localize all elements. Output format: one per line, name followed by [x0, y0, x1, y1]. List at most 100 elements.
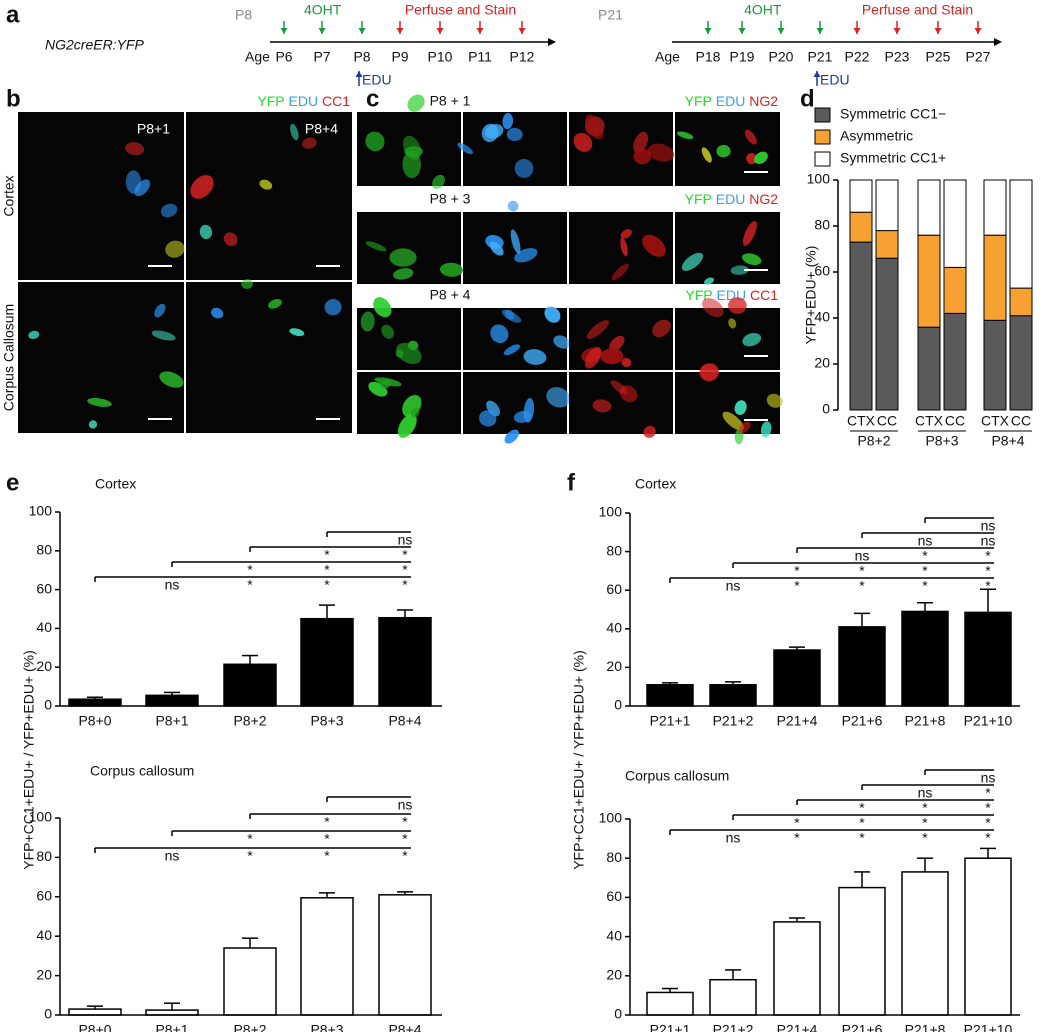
- cell: [365, 241, 387, 252]
- injection-arrow-head: [704, 28, 712, 34]
- cell: [479, 410, 497, 427]
- significance-label: ns: [981, 518, 996, 534]
- age-label: P21: [808, 49, 833, 65]
- cell: [701, 147, 712, 163]
- x-tick-label: P8+0: [78, 713, 111, 729]
- micrograph: [18, 112, 184, 280]
- x-tick-label: CTX: [915, 413, 944, 429]
- significance-label: *: [859, 800, 865, 816]
- timeline-head: [548, 38, 556, 46]
- cell: [190, 175, 214, 199]
- cell: [259, 179, 273, 190]
- x-tick-label: P21+6: [842, 713, 883, 729]
- age-label: P11: [468, 49, 492, 65]
- significance-label: *: [794, 563, 800, 579]
- cell: [165, 240, 185, 258]
- cell: [633, 148, 652, 165]
- significance-label: *: [859, 563, 865, 579]
- cell: [439, 262, 463, 277]
- cell: [592, 399, 612, 413]
- perfusion-arrow-head: [853, 28, 861, 34]
- x-tick-label: P8+1: [155, 1022, 188, 1032]
- x-tick-label: P8+0: [78, 1022, 111, 1032]
- y-tick-label: 0: [44, 1006, 52, 1022]
- y-tick-label: 60: [36, 580, 52, 596]
- perfusion-label: Perfuse and Stain: [862, 2, 973, 18]
- significance-label: ns: [398, 797, 413, 813]
- x-tick-label: P8+2: [233, 1022, 266, 1032]
- legend-swatch: [814, 107, 831, 123]
- timeline-title: P21: [598, 7, 623, 23]
- significance-label: ns: [398, 532, 413, 548]
- age-label: P20: [769, 49, 794, 65]
- significance-label: *: [794, 578, 800, 594]
- x-tick-label: P21+6: [842, 1022, 883, 1032]
- cell: [676, 131, 694, 140]
- cell: [699, 363, 719, 382]
- x-tick-label: P21+1: [650, 1022, 691, 1032]
- x-tick-label: P21+8: [905, 713, 946, 729]
- cell: [396, 342, 422, 365]
- y-tick-label: 40: [814, 309, 830, 325]
- legend-label: Symmetric CC1+: [840, 150, 946, 166]
- perfusion-arrow-head: [476, 28, 484, 34]
- cell: [573, 132, 593, 152]
- significance-label: *: [985, 578, 991, 594]
- cell: [754, 151, 768, 164]
- pulse-label: EDU: [362, 72, 392, 88]
- y-tick-label: 20: [606, 658, 622, 674]
- cell: [728, 318, 737, 329]
- perfusion-arrow-head: [396, 28, 404, 34]
- bar-segment: [983, 319, 1007, 411]
- y-tick-label: 100: [599, 504, 623, 520]
- bar-segment: [917, 234, 941, 328]
- cell: [407, 94, 425, 112]
- cell: [365, 131, 385, 152]
- significance-label: *: [402, 562, 408, 578]
- column-label: P8+1: [137, 121, 170, 137]
- y-tick-label: 40: [36, 619, 52, 635]
- significance-label: *: [922, 548, 928, 564]
- bar: [773, 921, 821, 1016]
- cell: [544, 306, 561, 323]
- age-label: P27: [966, 49, 991, 65]
- bar-segment: [849, 211, 873, 243]
- cell: [647, 143, 675, 162]
- age-axis-label: Age: [245, 49, 270, 65]
- cell: [620, 229, 632, 239]
- x-tick-label: P21+10: [964, 1022, 1013, 1032]
- panel-letter: d: [800, 85, 815, 112]
- bar: [68, 698, 122, 707]
- significance-label: *: [324, 562, 330, 578]
- micrograph: [675, 212, 780, 284]
- significance-label: *: [859, 578, 865, 594]
- bar-segment: [943, 179, 967, 268]
- bar: [300, 617, 354, 707]
- perfusion-arrow-head: [934, 28, 942, 34]
- significance-label: *: [247, 848, 253, 864]
- cell: [621, 357, 632, 368]
- x-tick-label: CC: [877, 413, 897, 429]
- panel-letter: c: [366, 85, 379, 112]
- cell: [432, 174, 445, 189]
- y-tick-label: 60: [814, 263, 830, 279]
- cell: [380, 379, 391, 389]
- cell: [514, 158, 534, 178]
- significance-label: ns: [855, 548, 870, 564]
- group-label: P8+2: [857, 433, 890, 449]
- genotype: NG2creER:YFP: [45, 37, 144, 53]
- y-tick-label: 60: [606, 888, 622, 904]
- age-label: P12: [510, 49, 535, 65]
- x-tick-label: P8+1: [155, 713, 188, 729]
- injection-arrow-head: [280, 28, 288, 34]
- cell: [652, 319, 671, 338]
- y-tick-label: 0: [614, 1006, 622, 1022]
- x-tick-label: P8+4: [388, 1022, 421, 1032]
- bar: [838, 886, 886, 1016]
- significance-label: *: [402, 831, 408, 847]
- cell: [738, 421, 751, 434]
- significance-label: *: [324, 848, 330, 864]
- legend-label: Asymmetric: [840, 128, 913, 144]
- injection-arrow-head: [318, 28, 326, 34]
- cell: [501, 309, 522, 323]
